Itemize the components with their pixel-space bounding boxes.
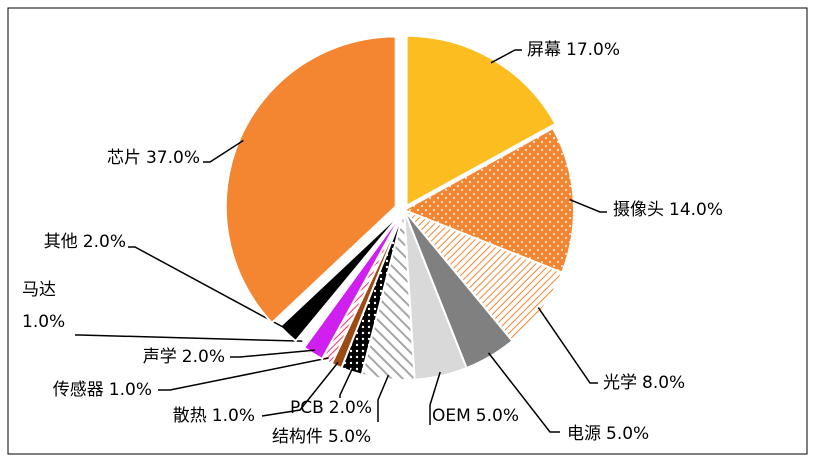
value-label: 5.0% <box>476 406 519 426</box>
slice-label: 声学 2.0% <box>143 347 225 367</box>
category-label: 声学 <box>143 347 177 367</box>
value-label: 17.0% <box>566 40 620 60</box>
leader-line <box>429 371 441 425</box>
value-label: 5.0% <box>606 424 649 444</box>
slice-label: PCB 2.0% <box>290 398 372 418</box>
category-label: 结构件 <box>272 427 323 447</box>
pie-slice <box>278 209 405 343</box>
slice-label: 其他 2.0% <box>44 232 126 252</box>
pie-slice <box>401 126 575 274</box>
value-label: 8.0% <box>642 373 685 393</box>
value-label: 2.0% <box>83 232 126 252</box>
leader-line <box>261 361 339 417</box>
leader-line <box>537 307 598 384</box>
leader-line <box>490 49 522 64</box>
slice-label: 电源 5.0% <box>567 424 649 444</box>
leader-line <box>75 334 303 342</box>
category-label: 马达 <box>22 280 56 300</box>
leader-line <box>203 139 244 163</box>
leader-line <box>569 198 607 213</box>
leader-line <box>158 357 329 391</box>
category-label: 其他 <box>44 232 78 252</box>
slice-label: 屏幕 17.0% <box>527 40 620 60</box>
category-label: 芯片 <box>107 148 141 168</box>
leader-line <box>377 374 390 422</box>
slice-label: 马达 1.0% <box>22 280 65 332</box>
value-label: 5.0% <box>328 427 371 447</box>
slice-label: 散热 1.0% <box>173 406 255 426</box>
category-label: 屏幕 <box>527 40 561 60</box>
slice-label: 芯片 37.0% <box>107 148 200 168</box>
value-label: 1.0% <box>22 312 65 332</box>
category-label: OEM <box>432 406 471 426</box>
leader-line <box>230 349 316 358</box>
leader-line <box>128 246 291 332</box>
value-label: 1.0% <box>212 406 255 426</box>
category-label: 散热 <box>173 406 207 426</box>
leader-line <box>339 367 354 398</box>
slice-label: OEM 5.0% <box>432 406 519 426</box>
slice-label: 光学 8.0% <box>603 373 685 393</box>
pie-slice <box>405 34 557 208</box>
value-label: 1.0% <box>109 380 152 400</box>
value-label: 2.0% <box>182 347 225 367</box>
category-label: PCB <box>290 398 324 418</box>
category-label: 摄像头 <box>613 200 664 220</box>
value-label: 2.0% <box>329 398 372 418</box>
leader-line <box>487 352 560 433</box>
slice-label: 传感器 1.0% <box>53 380 152 400</box>
category-label: 光学 <box>603 373 637 393</box>
value-label: 14.0% <box>669 200 723 220</box>
slice-label: 结构件 5.0% <box>272 427 371 447</box>
category-label: 电源 <box>567 424 601 444</box>
pie-slice <box>224 35 397 325</box>
category-label: 传感器 <box>53 380 104 400</box>
value-label: 37.0% <box>146 148 200 168</box>
slice-label: 摄像头 14.0% <box>613 200 723 220</box>
